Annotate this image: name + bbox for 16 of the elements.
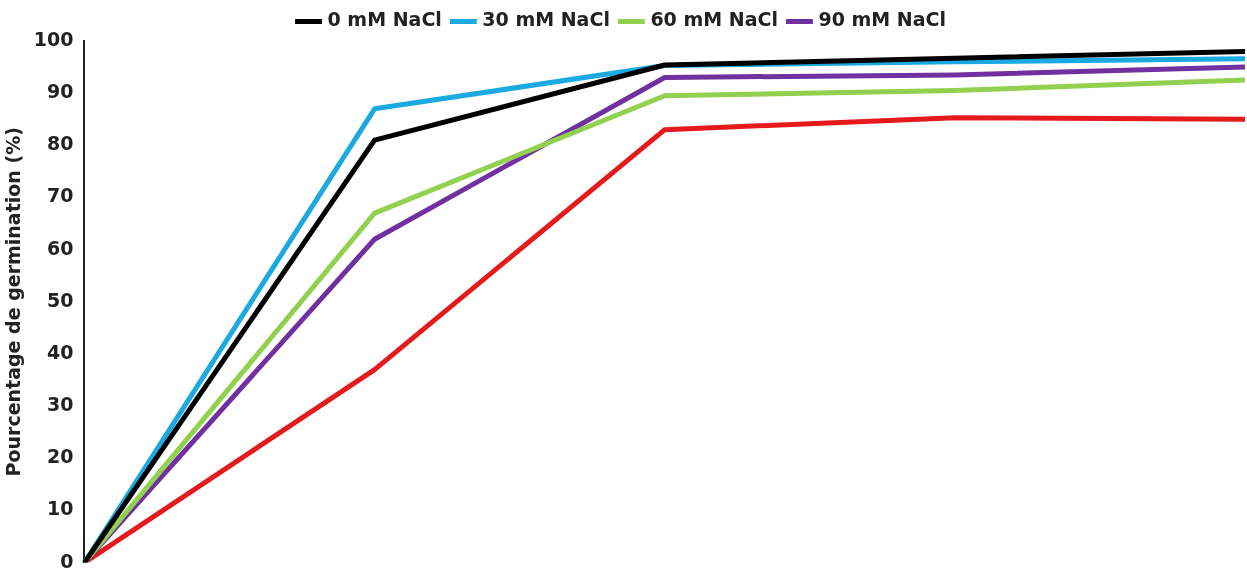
y-tick-label: 90 xyxy=(47,80,74,103)
y-tick-label: 60 xyxy=(47,236,74,259)
y-tick-label: 80 xyxy=(47,132,74,155)
y-tick-label: 30 xyxy=(47,393,74,416)
y-tick-label: 20 xyxy=(47,445,74,468)
legend-label: 60 mM NaCl xyxy=(650,8,778,31)
legend-label: 0 mM NaCl xyxy=(327,8,442,31)
y-tick-label: 70 xyxy=(47,184,74,207)
y-tick-label: 40 xyxy=(47,340,74,363)
y-tick-label: 0 xyxy=(60,549,74,572)
legend-label: 30 mM NaCl xyxy=(482,8,610,31)
legend-label: 90 mM NaCl xyxy=(818,8,947,31)
y-tick-label: 100 xyxy=(33,27,74,50)
y-tick-label: 10 xyxy=(47,497,74,520)
y-tick-label: 50 xyxy=(47,288,74,311)
y-axis-title: Pourcentage de germination (%) xyxy=(2,127,25,477)
